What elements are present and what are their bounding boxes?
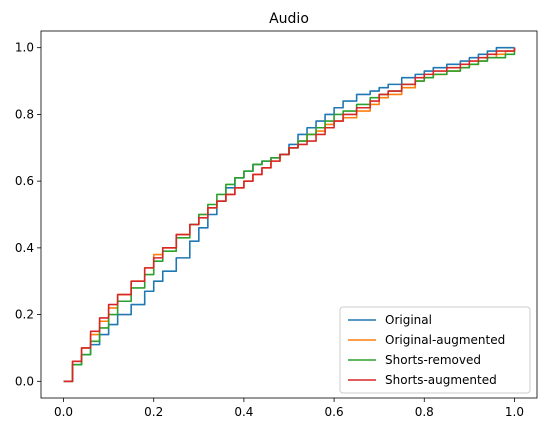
legend-label: Shorts-augmented: [385, 373, 497, 387]
y-tick-label: 0.6: [15, 174, 34, 188]
plot-frame: [40, 30, 538, 399]
x-tick-label: 1.0: [505, 405, 524, 419]
x-axis: 0.0 0.2 0.4 0.6 0.8 1.0: [54, 398, 524, 419]
legend-label: Original-augmented: [385, 333, 505, 347]
y-tick-label: 0.2: [15, 308, 34, 322]
y-tick-label: 1.0: [15, 41, 34, 55]
x-tick-label: 0.0: [54, 405, 73, 419]
x-tick-label: 0.2: [144, 405, 163, 419]
y-tick-label: 0.0: [15, 374, 34, 388]
chart-title: Audio: [269, 11, 309, 27]
y-tick-label: 0.4: [15, 241, 34, 255]
legend-label: Original: [385, 313, 432, 327]
legend-box: [339, 306, 531, 394]
legend: Original Original-augmented Shorts-removed…: [339, 306, 531, 394]
x-tick-label: 0.6: [325, 405, 344, 419]
x-tick-label: 0.4: [234, 405, 253, 419]
series-layer: [63, 46, 516, 383]
legend-label: Shorts-removed: [385, 353, 481, 367]
series-line-shorts-augmented: [63, 47, 516, 383]
y-tick-label: 0.8: [15, 107, 34, 121]
y-axis: 0.0 0.2 0.4 0.6 0.8 1.0: [15, 41, 41, 388]
x-tick-label: 0.8: [415, 405, 434, 419]
